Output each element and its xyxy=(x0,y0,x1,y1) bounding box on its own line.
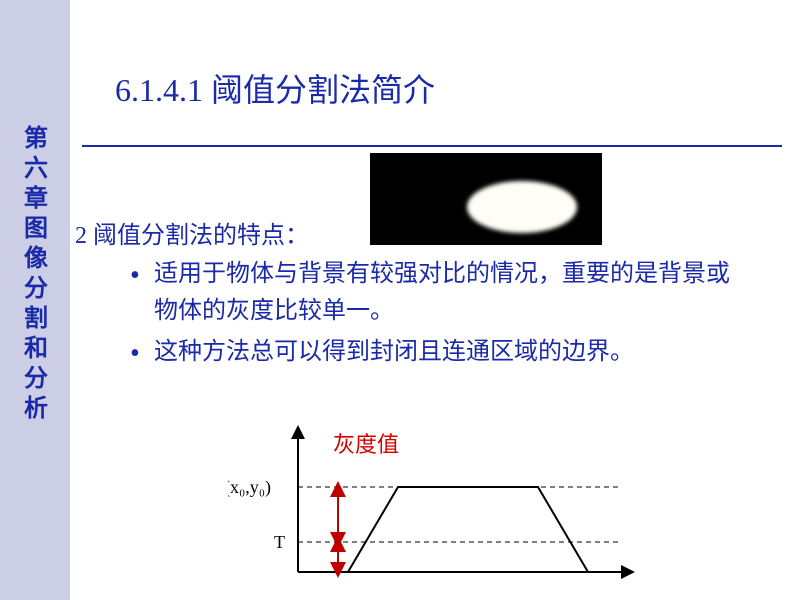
threshold-image xyxy=(370,153,602,245)
main-content: 6.1.4.1 阈值分割法简介 2 阈值分割法的特点： 适用于物体与背景有较强对… xyxy=(70,0,800,600)
title-rule xyxy=(82,145,782,147)
sidebar: 第六章 图像分割和分析 xyxy=(0,0,70,600)
svg-text:灰度值: 灰度值 xyxy=(333,432,399,457)
threshold-chart: 灰度值 f(x₀,y₀) T xyxy=(228,422,648,592)
ellipse-shape xyxy=(467,181,577,233)
page-title: 6.1.4.1 阈值分割法简介 xyxy=(115,65,435,111)
list-item: 这种方法总可以得到封闭且连通区域的边界。 xyxy=(130,334,740,371)
svg-text:f(x₀,y₀): f(x₀,y₀) xyxy=(228,477,271,498)
bullet-list: 适用于物体与背景有较强对比的情况，重要的是背景或物体的灰度比较单一。 这种方法总… xyxy=(130,256,740,376)
chapter-title: 第六章 图像分割和分析 xyxy=(22,124,50,424)
svg-text:T: T xyxy=(274,532,285,552)
section-label: 2 阈值分割法的特点： xyxy=(75,215,309,250)
list-item: 适用于物体与背景有较强对比的情况，重要的是背景或物体的灰度比较单一。 xyxy=(130,256,740,330)
